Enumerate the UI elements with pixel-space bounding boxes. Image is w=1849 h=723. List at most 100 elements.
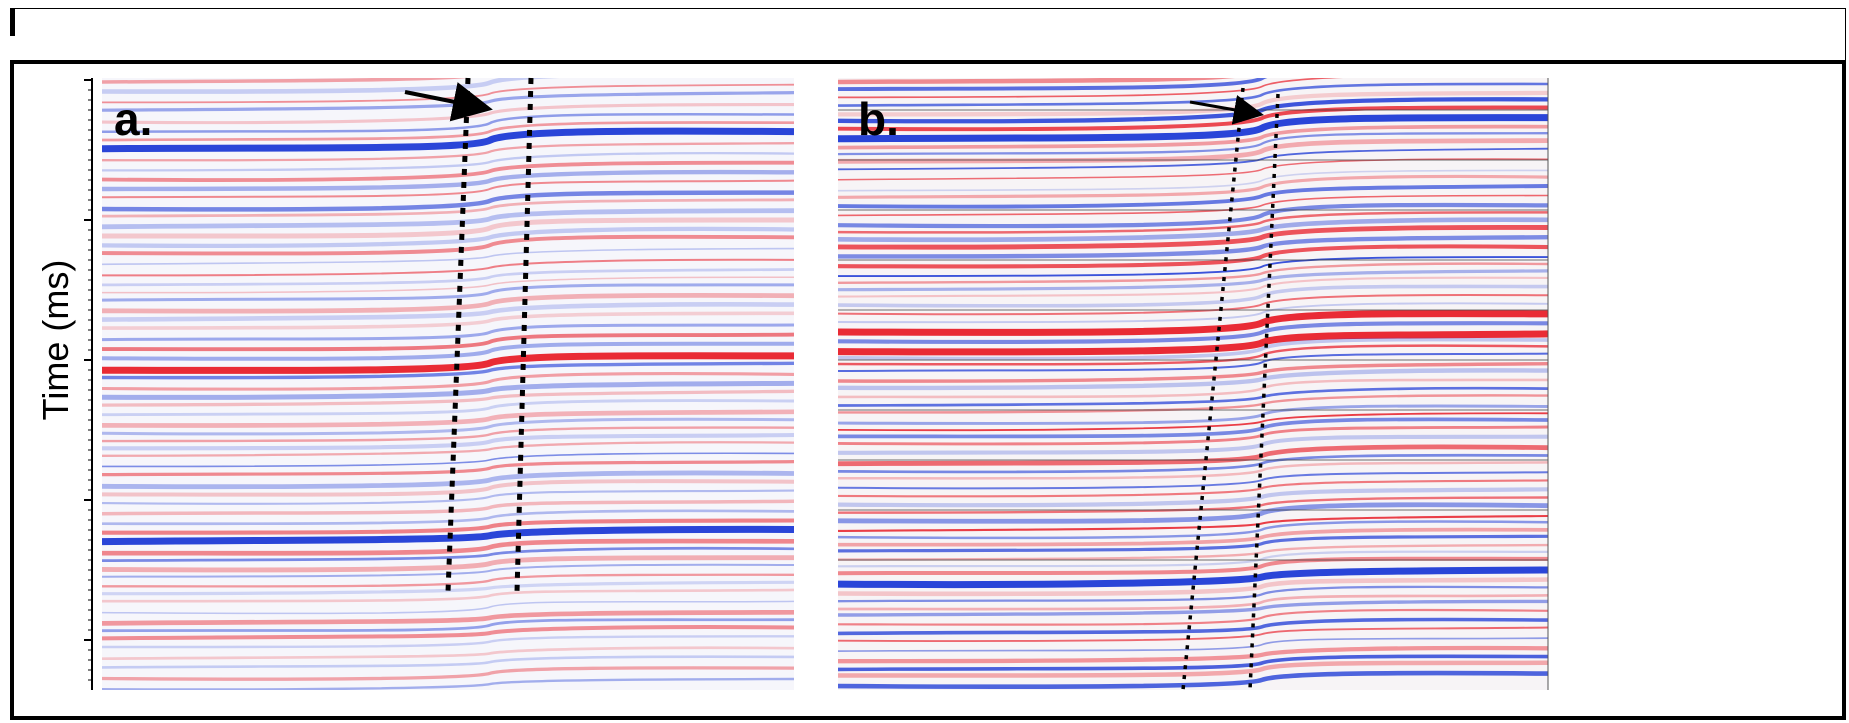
seismic-reflector xyxy=(102,546,794,562)
seismic-reflector xyxy=(838,269,1548,292)
seismic-reflector xyxy=(102,625,794,641)
seismic-reflector xyxy=(838,211,1548,234)
seismic-reflector xyxy=(102,509,794,526)
seismic-reflector xyxy=(102,646,794,661)
seismic-reflector xyxy=(102,389,794,407)
seismic-reflector xyxy=(102,283,794,302)
seismic-reflector xyxy=(102,198,794,218)
arrow-a xyxy=(404,82,493,122)
seismic-reflector xyxy=(838,434,1548,455)
seismic-reflector xyxy=(102,372,794,391)
seismic-panel-b xyxy=(838,78,1549,691)
seismic-reflector xyxy=(102,341,794,361)
seismic-reflector xyxy=(838,660,1548,678)
seismic-reflector xyxy=(102,399,794,417)
seismic-reflector xyxy=(102,179,794,199)
seismic-reflector xyxy=(838,262,1548,284)
seismic-reflector xyxy=(102,618,794,633)
seismic-reflector xyxy=(838,471,1548,490)
seismic-reflector xyxy=(102,258,794,277)
seismic-reflector xyxy=(838,330,1548,356)
seismic-reflector xyxy=(838,310,1548,336)
seismic-reflector xyxy=(838,244,1548,269)
top-left-tick-mark xyxy=(10,8,15,36)
seismic-reflector xyxy=(838,487,1548,508)
seismic-reflector xyxy=(838,425,1548,446)
seismic-reflector xyxy=(838,352,1548,372)
seismic-reflector xyxy=(102,276,794,294)
seismic-reflector xyxy=(838,645,1548,664)
time-axis-ticks xyxy=(84,79,92,681)
seismic-reflector xyxy=(102,479,794,497)
seismic-reflector xyxy=(102,555,794,573)
seismic-reflector xyxy=(838,566,1548,589)
seismic-reflector xyxy=(102,518,794,535)
seismic-reflector xyxy=(102,409,794,428)
seismic-reflector xyxy=(102,292,794,314)
seismic-reflector xyxy=(102,142,794,162)
panel-label-a: a. xyxy=(114,93,153,145)
seismic-reflector xyxy=(102,489,794,505)
seismic-reflector xyxy=(102,573,794,588)
seismic-reflector xyxy=(102,441,794,457)
seismic-reflector xyxy=(838,293,1548,316)
seismic-reflector xyxy=(838,368,1548,391)
seismic-reflector xyxy=(838,321,1548,345)
seismic-reflector xyxy=(838,78,1268,92)
seismic-reflector xyxy=(838,184,1548,209)
seismic-reflector xyxy=(838,302,1548,324)
seismic-reflector xyxy=(102,525,794,546)
seismic-reflector xyxy=(838,654,1548,672)
seismic-reflector xyxy=(838,284,1548,308)
seismic-panel-a-reflectors xyxy=(102,78,794,690)
y-axis-label: Time (ms) xyxy=(35,259,76,421)
seismic-reflector xyxy=(102,588,794,603)
time-axis xyxy=(84,78,93,690)
seismic-reflector xyxy=(102,452,794,468)
seismic-reflector xyxy=(838,235,1548,259)
seismic-reflector xyxy=(838,194,1548,217)
seismic-reflector xyxy=(838,608,1548,626)
seismic-reflector xyxy=(102,112,794,134)
seismic-reflector xyxy=(838,599,1548,617)
seismic-reflector xyxy=(102,247,794,266)
seismic-reflector xyxy=(838,453,1548,474)
seismic-reflector xyxy=(838,337,1548,361)
seismic-reflector xyxy=(102,151,794,172)
seismic-reflector xyxy=(102,460,794,477)
seismic-reflector xyxy=(838,412,1548,432)
fault-lines-b xyxy=(1181,87,1280,691)
figure-top-bar xyxy=(10,8,1846,60)
arrow-b xyxy=(1189,95,1264,125)
seismic-reflector xyxy=(838,520,1548,540)
seismic-reflector xyxy=(838,217,1548,243)
seismic-reflector xyxy=(102,332,794,352)
seismic-reflector xyxy=(102,426,794,443)
seismic-reflector xyxy=(838,78,1236,85)
seismic-reflector xyxy=(102,432,794,451)
seismic-reflector xyxy=(838,362,1548,383)
seismic-reflector xyxy=(838,585,1548,603)
seismic-reflector xyxy=(102,635,794,649)
seismic-reflector xyxy=(102,190,794,212)
seismic-reflector xyxy=(838,138,1548,164)
seismic-reflector xyxy=(838,169,1548,192)
seismic-reflector xyxy=(838,637,1548,652)
seismic-reflector xyxy=(102,655,794,669)
seismic-reflector xyxy=(102,580,794,596)
seismic-reflector xyxy=(102,217,794,239)
seismic-reflector xyxy=(838,404,1548,425)
seismic-reflector xyxy=(838,114,1548,143)
seismic-panel-a xyxy=(102,77,794,690)
seismic-reflector xyxy=(102,666,794,681)
seismic-reflector xyxy=(102,169,794,192)
seismic-reflector xyxy=(102,470,794,490)
seismic-reflector xyxy=(102,380,794,400)
seismic-reflector xyxy=(838,378,1548,399)
seismic-reflector xyxy=(838,256,1548,278)
seismic-reflector xyxy=(838,593,1548,611)
seismic-reflector xyxy=(102,417,794,436)
seismic-reflector xyxy=(838,479,1548,498)
seismic-reflector xyxy=(102,361,794,380)
